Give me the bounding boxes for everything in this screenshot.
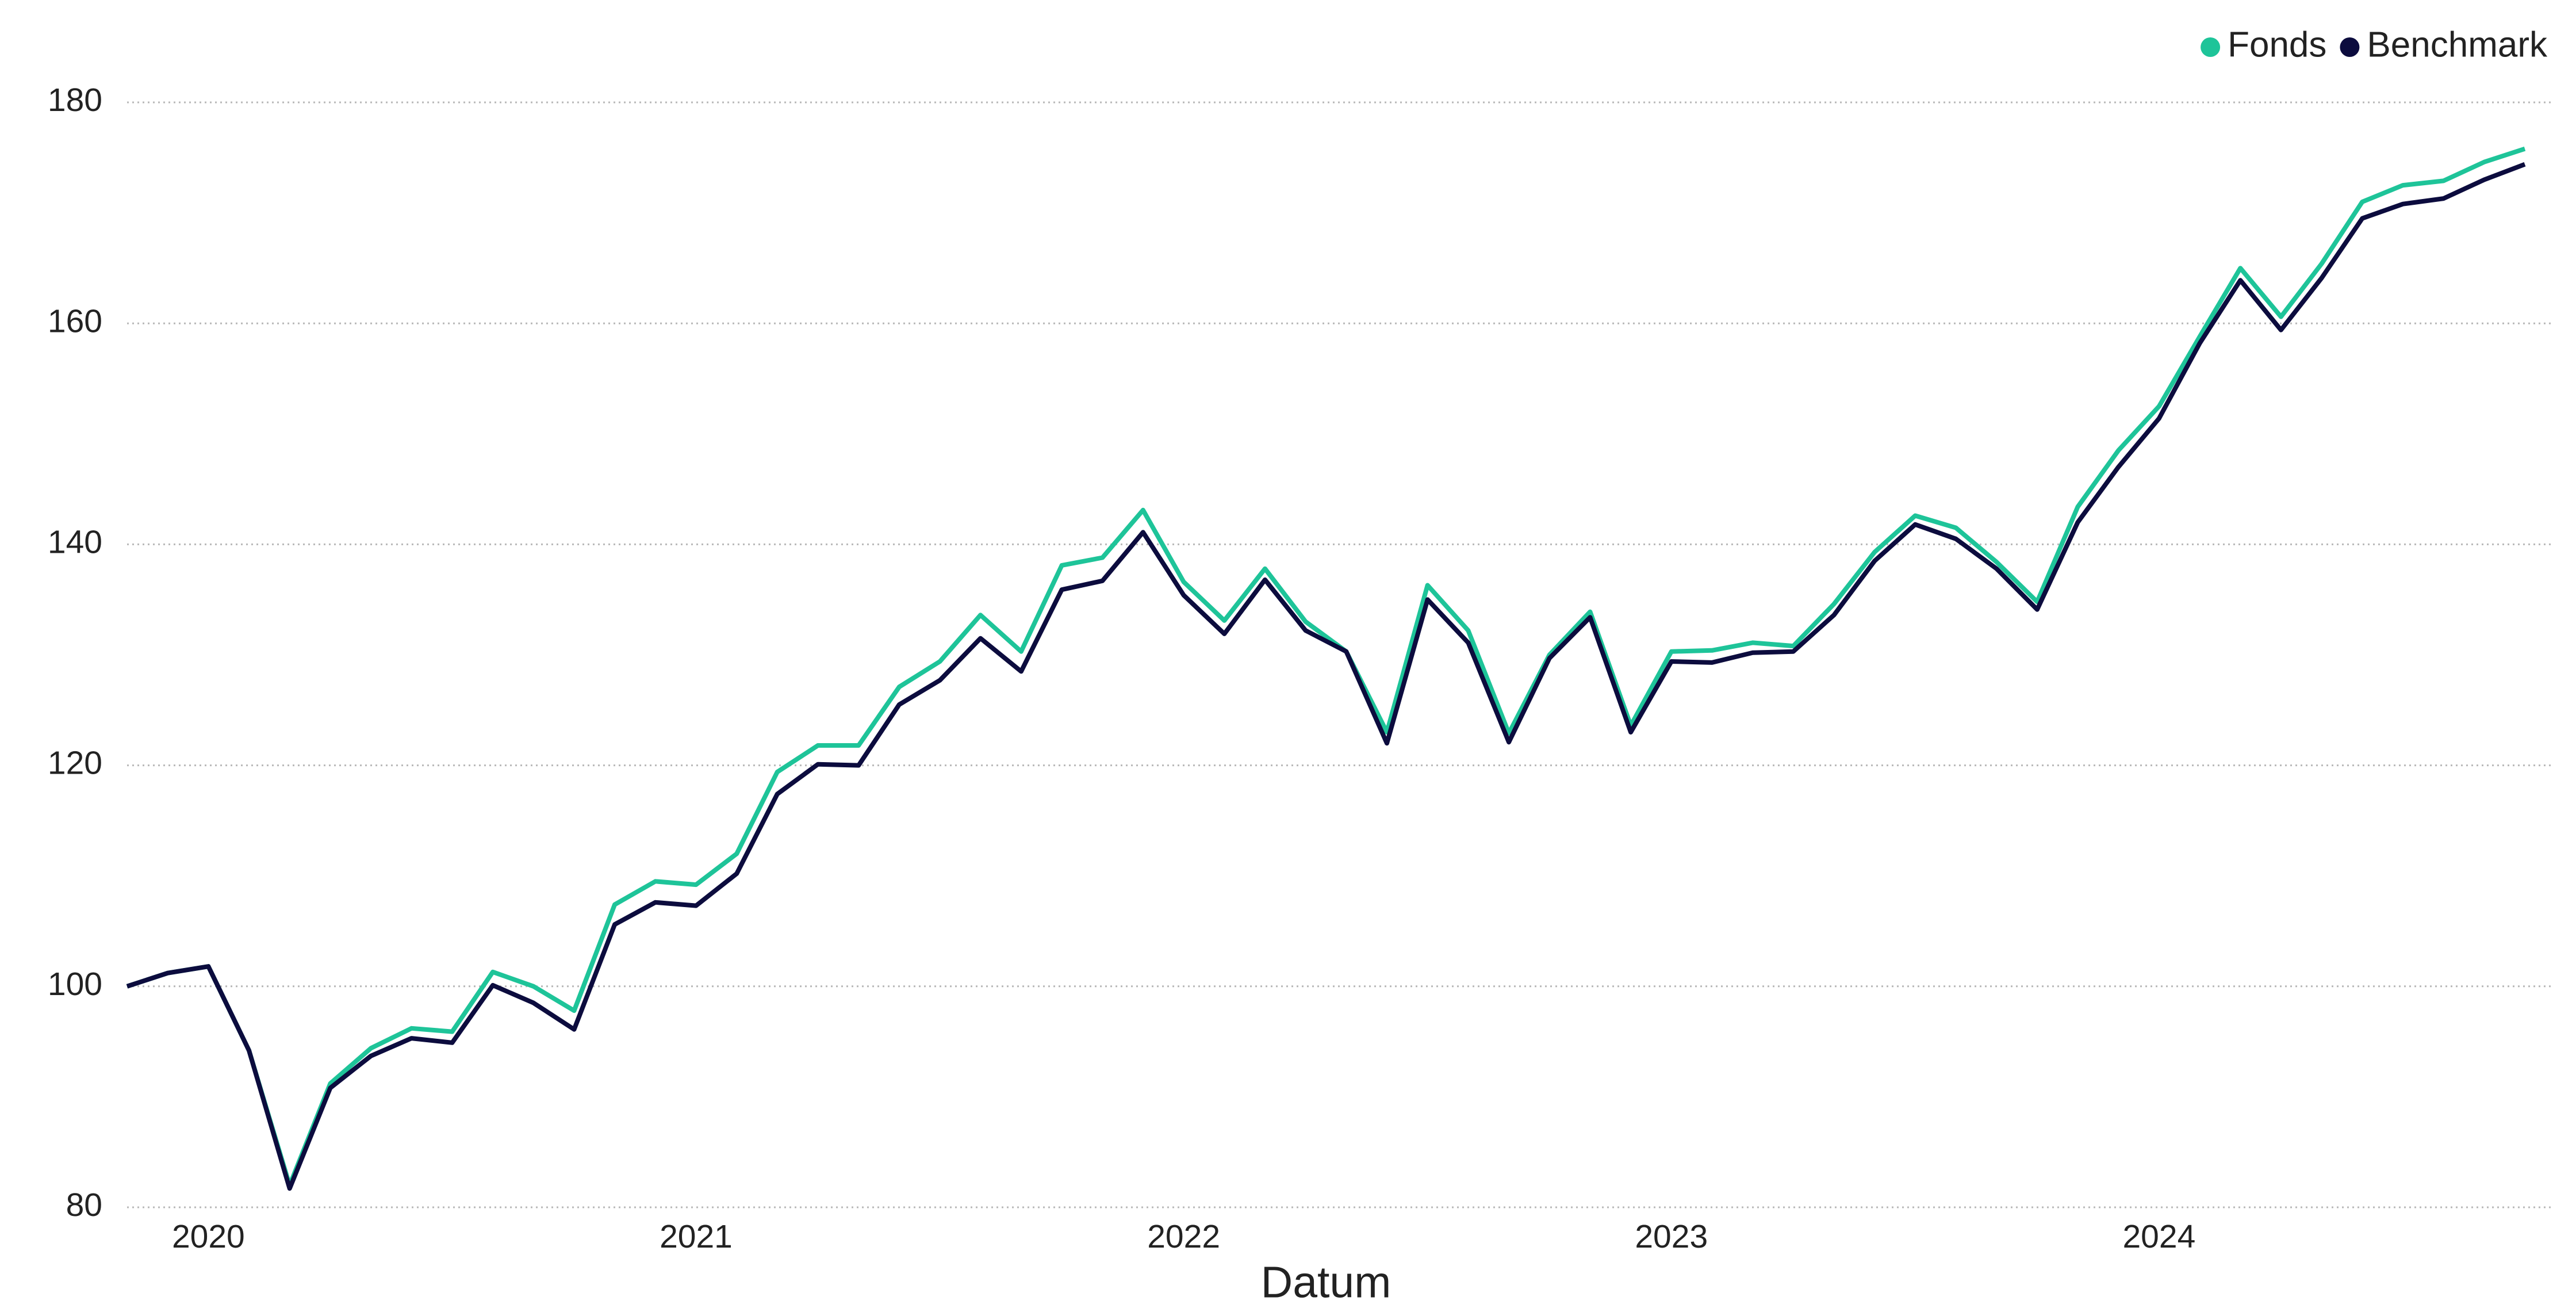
legend-swatch	[2340, 37, 2360, 57]
series-line	[126, 162, 2526, 1191]
y-tick-label: 140	[48, 523, 102, 560]
x-tick-label: 2020	[172, 1218, 245, 1255]
y-tick-label: 120	[48, 745, 102, 782]
x-axis-title: Datum	[1261, 1257, 1392, 1307]
y-tick-label: 100	[48, 966, 102, 1003]
legend-label: Benchmark	[2367, 25, 2548, 64]
legend-label: Fonds	[2228, 25, 2326, 64]
x-tick-label: 2022	[1147, 1218, 1220, 1255]
x-tick-label: 2023	[1635, 1218, 1708, 1255]
legend-swatch	[2201, 37, 2221, 57]
x-tick-label: 2024	[2122, 1218, 2195, 1255]
x-tick-label: 2021	[660, 1218, 733, 1255]
y-tick-label: 180	[48, 82, 102, 118]
y-tick-label: 160	[48, 303, 102, 339]
y-tick-label: 80	[66, 1187, 102, 1223]
series-line	[126, 146, 2526, 1188]
